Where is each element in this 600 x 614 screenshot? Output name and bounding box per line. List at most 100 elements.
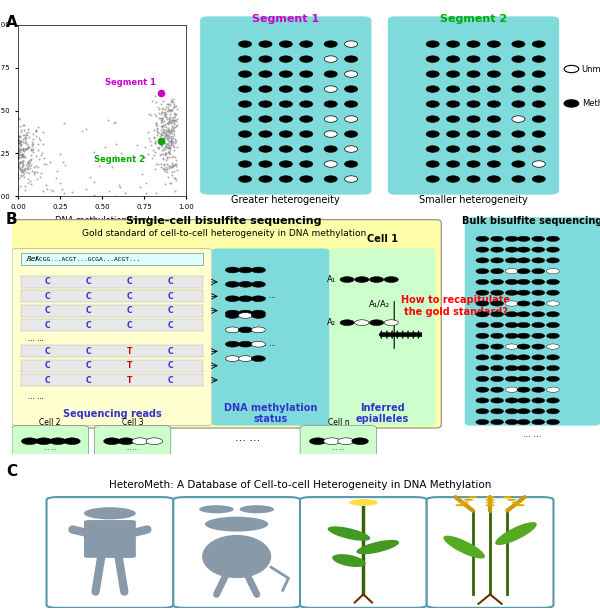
Circle shape [50, 438, 66, 445]
Circle shape [512, 86, 525, 92]
Point [19, 160, 28, 170]
Point [23, 141, 32, 151]
Text: HeteroMeth: A Database of Cell-to-cell Heterogeneity in DNA Methylation: HeteroMeth: A Database of Cell-to-cell H… [109, 480, 491, 489]
Point [25, 155, 35, 165]
Point [26, 160, 36, 170]
Point [164, 114, 174, 124]
Point [157, 103, 167, 112]
Point [16, 158, 25, 168]
Point [152, 120, 161, 130]
Circle shape [532, 376, 545, 381]
Point [152, 126, 161, 136]
Point [155, 135, 164, 145]
Point [164, 117, 174, 126]
Point [22, 163, 32, 173]
Text: C: C [127, 292, 133, 301]
FancyBboxPatch shape [21, 290, 203, 302]
Point [18, 151, 28, 161]
Point [169, 130, 178, 139]
Circle shape [251, 267, 265, 273]
Point [28, 141, 37, 150]
FancyBboxPatch shape [173, 497, 300, 608]
Point [166, 139, 176, 149]
Circle shape [491, 355, 503, 360]
Point [34, 146, 43, 155]
Point [28, 147, 38, 157]
Point [165, 142, 175, 152]
Point [27, 139, 37, 149]
Circle shape [239, 86, 251, 92]
Circle shape [340, 277, 354, 282]
Circle shape [324, 116, 337, 122]
Point [20, 134, 29, 144]
Point [14, 113, 24, 123]
FancyBboxPatch shape [427, 497, 553, 608]
Point [20, 133, 30, 142]
Circle shape [446, 116, 460, 122]
Point [14, 173, 23, 183]
FancyBboxPatch shape [21, 276, 203, 288]
Point [18, 159, 28, 169]
Point [169, 119, 178, 129]
Circle shape [132, 438, 148, 445]
Circle shape [503, 496, 512, 498]
Circle shape [460, 502, 469, 503]
Circle shape [324, 101, 337, 107]
Circle shape [476, 279, 489, 284]
Text: C: C [168, 321, 173, 330]
Circle shape [355, 320, 369, 325]
Point [28, 144, 38, 154]
Point [29, 169, 39, 179]
Point [167, 162, 176, 172]
Point [31, 151, 41, 161]
Circle shape [104, 438, 120, 445]
Point [164, 161, 174, 171]
Point [158, 153, 167, 163]
Point [33, 139, 43, 149]
Point [21, 130, 31, 139]
Point [157, 122, 167, 131]
Text: ... ...: ... ... [332, 446, 344, 451]
Point [166, 124, 176, 134]
Point [161, 122, 171, 132]
Point [22, 168, 31, 177]
Circle shape [259, 176, 272, 182]
Point [14, 131, 24, 141]
Text: Bulk bisulfite sequencing: Bulk bisulfite sequencing [462, 216, 600, 226]
Circle shape [238, 296, 253, 301]
Circle shape [547, 290, 559, 295]
Circle shape [340, 320, 354, 325]
Circle shape [384, 320, 398, 325]
Circle shape [532, 146, 545, 152]
Circle shape [476, 376, 489, 381]
Point [151, 136, 160, 146]
Point [158, 145, 168, 155]
Point [168, 137, 178, 147]
FancyBboxPatch shape [12, 426, 88, 457]
Point [140, 142, 150, 152]
Point [151, 119, 161, 128]
Text: C: C [168, 347, 173, 356]
Circle shape [517, 301, 530, 306]
FancyArrow shape [406, 330, 411, 339]
Point [159, 160, 169, 169]
Circle shape [505, 365, 518, 371]
Point [154, 143, 163, 153]
Point [33, 162, 43, 172]
Point [14, 152, 23, 162]
Point [172, 120, 182, 130]
Point [161, 149, 171, 159]
Point [160, 104, 170, 114]
Point [14, 138, 23, 148]
Point [161, 149, 171, 158]
Point [170, 112, 179, 122]
Point [157, 160, 166, 169]
Circle shape [476, 419, 489, 425]
Point [169, 102, 179, 112]
Point [158, 133, 168, 143]
Circle shape [324, 71, 337, 77]
Point [158, 114, 167, 123]
Circle shape [280, 101, 292, 107]
Circle shape [512, 56, 525, 63]
Point [149, 133, 159, 143]
